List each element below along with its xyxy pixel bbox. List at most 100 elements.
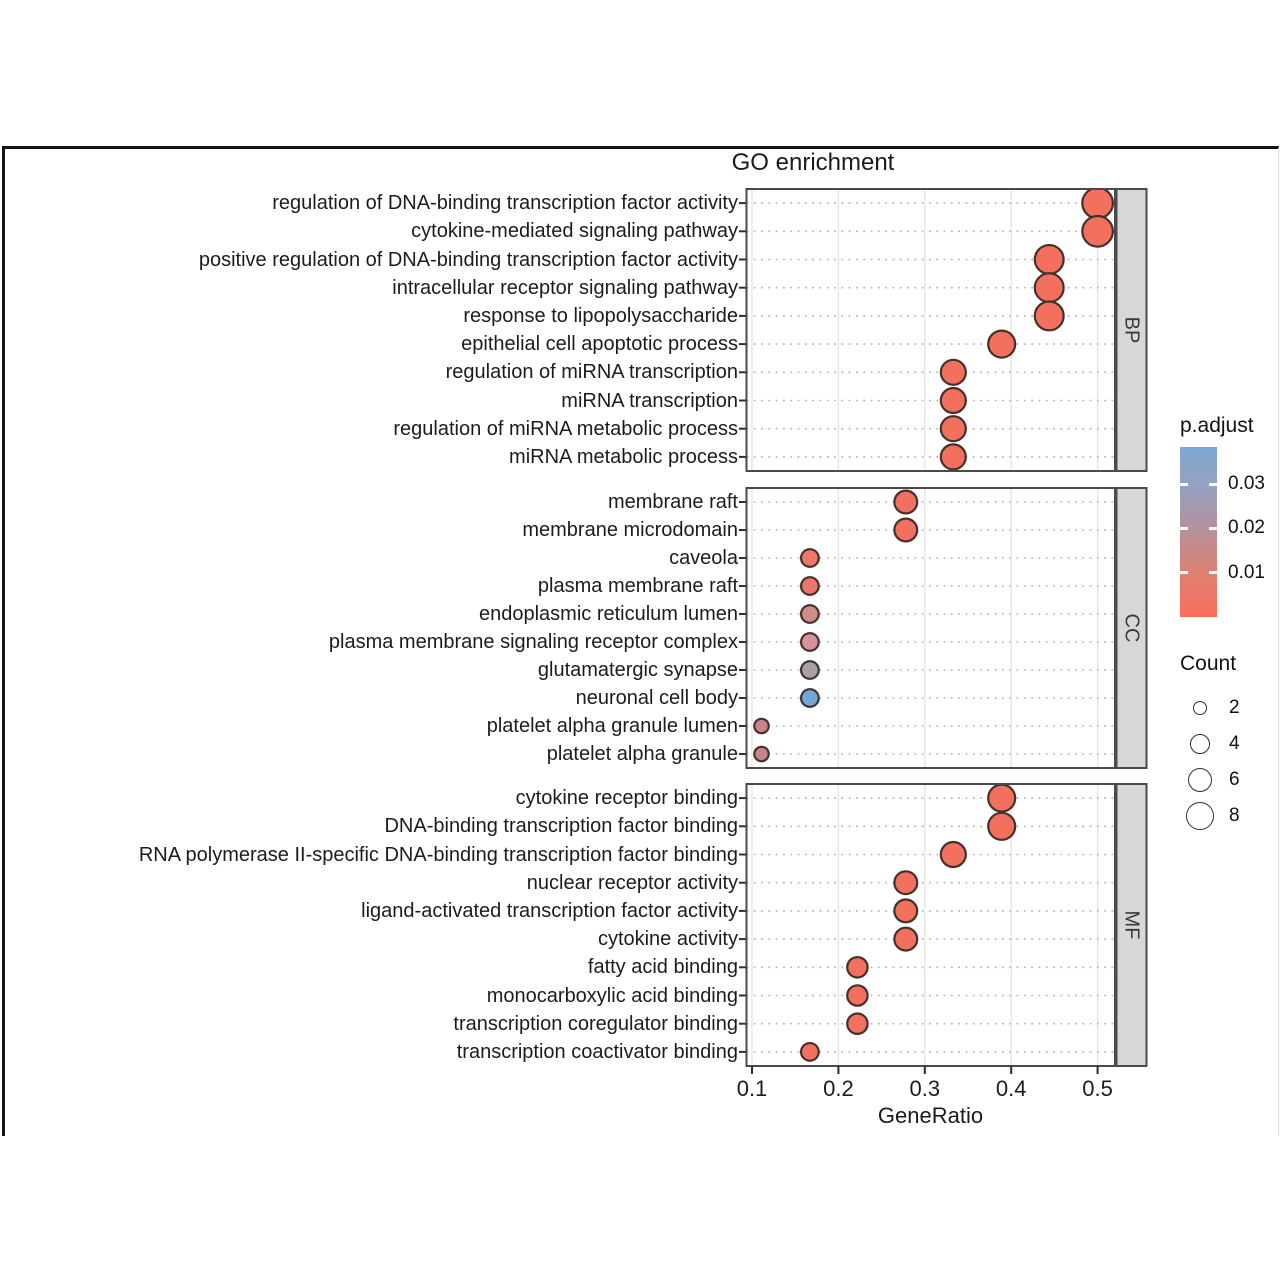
data-dot [799,1041,820,1062]
colorbar-tick-mark [1180,571,1188,575]
x-tick-label: 0.3 [909,1076,941,1101]
data-dot [987,329,1017,359]
data-dot [846,955,869,979]
data-dot [799,548,820,568]
category-label: nuclear receptor activity [526,871,738,894]
chart-title: GO enrichment [731,149,895,176]
data-dot [939,840,967,869]
data-dot [939,386,967,415]
data-dot [939,443,967,471]
category-label: positive regulation of DNA-binding trans… [198,248,738,271]
category-label: intracellular receptor signaling pathway [392,276,738,299]
facet-MF: MF [739,783,1148,1067]
data-dot [1081,214,1114,248]
category-label: caveola [669,547,738,569]
facet-strip [1115,783,1148,1067]
data-dot [1033,272,1065,304]
x-tick-label: 0.2 [823,1076,854,1101]
category-label: membrane raft [607,491,738,513]
data-dot [893,517,919,543]
data-dot [846,984,869,1007]
facet-strip-label: CC [1121,614,1143,643]
facet-strip [1115,188,1148,472]
colorbar-tick-mark [1209,482,1217,486]
count-legend-label: 2 [1229,697,1240,718]
category-label: regulation of miRNA metabolic process [393,417,738,440]
category-label: DNA-binding transcription factor binding [384,815,738,838]
category-label: endoplasmic reticulum lumen [478,603,738,625]
category-label: cytokine receptor binding [515,787,738,810]
category-label: RNA polymerase II-specific DNA-binding t… [138,843,738,866]
data-dot [753,745,770,763]
category-label: miRNA metabolic process [509,445,738,468]
data-dot [893,489,919,515]
data-dot [939,415,967,443]
colorbar-tick-mark [1180,526,1188,530]
count-legend-circle [1189,733,1211,755]
padjust-colorbar [1180,447,1217,617]
panel-border [745,783,1116,1067]
data-dot [893,870,919,896]
colorbar-tick-mark [1180,482,1188,486]
data-dot [893,898,919,924]
x-tick-label: 0.1 [736,1076,768,1101]
category-label: regulation of miRNA transcription [445,361,738,384]
count-legend-circle [1187,767,1213,793]
data-dot [799,688,820,708]
colorbar-tick-label: 0.01 [1228,561,1265,583]
x-axis-label: GeneRatio [877,1103,984,1128]
colorbar-tick-label: 0.03 [1228,473,1265,495]
count-legend-label: 8 [1229,805,1240,826]
count-legend-label: 6 [1229,769,1240,790]
data-dot [799,632,820,652]
panel-border [745,188,1116,472]
category-label: miRNA transcription [561,389,738,412]
data-dot [939,358,967,386]
category-label: plasma membrane signaling receptor compl… [328,631,738,653]
x-tick-label: 0.5 [1082,1076,1113,1101]
category-label: regulation of DNA-binding transcription … [272,192,738,215]
category-label: neuronal cell body [575,687,738,709]
data-dot [1033,300,1065,332]
category-label: transcription coregulator binding [453,1012,738,1035]
category-label: epithelial cell apoptotic process [461,333,738,356]
data-dot [753,717,770,735]
legend-count-title: Count [1180,652,1237,675]
x-tick-label: 0.4 [995,1076,1027,1101]
facet-strip-label: BP [1121,317,1143,344]
category-label: ligand-activated transcription factor ac… [361,899,738,922]
data-dot [987,811,1017,841]
data-dot [893,926,919,952]
facet-BP: BP [739,188,1148,472]
facet-CC: CC [739,487,1148,769]
data-dot [799,576,820,596]
panel-border [745,487,1116,769]
count-legend-label: 4 [1229,733,1240,754]
data-dot [1081,189,1114,220]
category-label: cytokine-mediated signaling pathway [411,220,738,243]
category-label: response to lipopolysaccharide [463,304,738,327]
colorbar-tick-mark [1209,526,1217,530]
category-label: monocarboxylic acid binding [486,984,738,1007]
count-legend-circle [1192,700,1208,716]
category-label: fatty acid binding [587,956,738,979]
data-dot [987,784,1017,813]
facet-strip-label: MF [1121,911,1143,940]
colorbar-tick-mark [1209,571,1217,575]
category-label: glutamatergic synapse [537,659,738,681]
count-legend-circle [1185,801,1215,831]
colorbar-tick-label: 0.02 [1228,517,1265,539]
data-dot [1033,243,1065,276]
category-label: plasma membrane raft [537,575,738,597]
data-dot [799,660,820,680]
category-label: cytokine activity [597,928,738,951]
data-dot [846,1012,869,1035]
legend-padjust-title: p.adjust [1180,414,1254,437]
category-label: transcription coactivator binding [456,1040,738,1063]
category-label: membrane microdomain [522,519,738,541]
data-dot [799,604,820,624]
category-label: platelet alpha granule lumen [486,715,738,737]
category-label: platelet alpha granule [546,743,738,765]
facet-strip [1115,487,1148,769]
